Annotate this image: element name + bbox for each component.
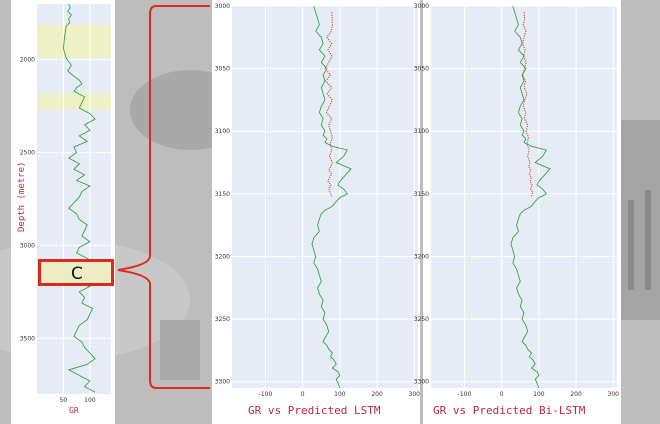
overview-plot: 50 100 2000 2500 3000 3500	[20, 3, 111, 404]
y-tick-label-6: 3300	[414, 379, 429, 386]
y-tick-label-0: 3000	[414, 3, 429, 10]
y-tick-label-3: 3150	[414, 191, 429, 198]
bilstm-panel: -100 0 100 200 300 3000 3050 3100 3150 3200 3250 33…	[414, 0, 621, 424]
y-tick-label-5: 3250	[215, 316, 230, 323]
predicted-series-line	[521, 12, 534, 197]
y-tick-label-0: 2000	[20, 57, 35, 64]
callout-label: C	[71, 264, 83, 284]
overview-y-label: Depth (metre)	[17, 161, 27, 232]
y-tick-label-1: 3050	[215, 66, 230, 73]
x-tick-label-2: 100	[334, 391, 346, 398]
y-tick-label-0: 3000	[215, 3, 230, 10]
overview-x-label: GR	[69, 406, 79, 415]
highlight-band-0	[37, 24, 111, 58]
x-tick-label-3: 200	[570, 391, 582, 398]
y-tick-label-4: 3200	[215, 253, 230, 260]
x-tick-label-1: 100	[84, 397, 96, 404]
x-tick-label-1: 0	[301, 391, 305, 398]
gr-series-line	[61, 3, 97, 393]
plot-area	[232, 6, 418, 388]
y-tick-label-6: 3300	[215, 379, 230, 386]
y-tick-label-2: 3000	[20, 242, 35, 249]
x-tick-label-0: -100	[458, 391, 472, 398]
y-tick-label-3: 3500	[20, 335, 35, 342]
y-tick-label-2: 3100	[414, 128, 429, 135]
x-tick-label-4: 300	[608, 391, 620, 398]
bilstm-plot: -100 0 100 200 300 3000 3050 3100 3150 3200 3250 33…	[414, 3, 620, 398]
lstm-panel: -100 0 100 200 300 3000 3050 3100 3150 3200 3250 33…	[212, 0, 420, 424]
x-tick-label-0: 50	[60, 397, 68, 404]
y-tick-label-1: 3050	[414, 66, 429, 73]
callout-box: C	[38, 259, 114, 286]
lstm-plot: -100 0 100 200 300 3000 3050 3100 3150 3200 3250 33…	[215, 3, 421, 398]
lstm-title: GR vs Predicted LSTM	[248, 404, 381, 417]
y-tick-label-4: 3200	[414, 253, 429, 260]
x-tick-label-3: 200	[371, 391, 383, 398]
y-tick-label-3: 3150	[215, 191, 230, 198]
y-tick-label-5: 3250	[414, 316, 429, 323]
plot-area	[431, 6, 617, 388]
x-tick-label-1: 0	[500, 391, 504, 398]
x-tick-label-0: -100	[259, 391, 273, 398]
gr-series-line	[311, 5, 352, 389]
highlight-band-1	[37, 93, 111, 110]
x-tick-label-4: 300	[409, 391, 421, 398]
x-tick-label-2: 100	[533, 391, 545, 398]
y-tick-label-1: 2500	[20, 150, 35, 157]
plot-area	[37, 4, 111, 394]
y-tick-label-2: 3100	[215, 128, 230, 135]
gr-series-line	[510, 5, 551, 389]
bilstm-title: GR vs Predicted Bi-LSTM	[433, 404, 586, 417]
overview-panel: 50 100 2000 2500 3000 3500 Depth (metre) GR	[11, 0, 115, 424]
